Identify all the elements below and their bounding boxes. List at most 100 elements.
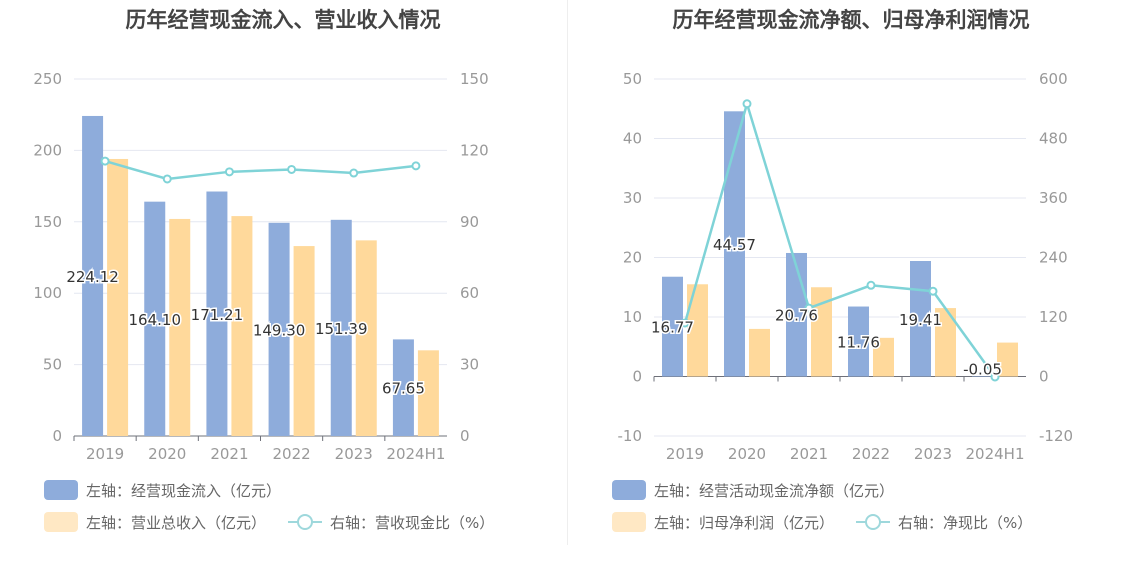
line-point (990, 372, 1000, 382)
line-point (349, 168, 359, 178)
right-axis-tick-label: 30 (460, 356, 479, 374)
line-point (866, 280, 876, 290)
left-axis-tick-label: 100 (33, 284, 62, 302)
x-axis-tick-label: 2020 (148, 445, 186, 463)
bar-series2 (935, 308, 956, 377)
x-axis-tick-label: 2021 (210, 445, 248, 463)
line-series (683, 99, 997, 378)
bar-series2 (873, 337, 894, 377)
bar-series2 (107, 158, 129, 436)
left-axis-tick-label: 200 (33, 141, 62, 159)
left-axis-tick-label: 30 (623, 189, 642, 207)
left-axis-tick-label: 10 (623, 308, 642, 326)
bar-data-label: 44.57 (713, 236, 756, 254)
left-axis-tick-label: 50 (43, 356, 62, 374)
x-axis-tick-label: 2020 (728, 445, 766, 463)
legend-item-line[interactable]: 右轴：净现比（%） (856, 512, 1032, 533)
chart-plot-left: 0 50 100 150 200 250 0 30 60 90 120 150 2019 2020 2021… (33, 70, 489, 463)
bar-series2 (355, 240, 377, 436)
chart-title: 历年经营现金流入、营业收入情况 (125, 8, 441, 32)
right-axis-tick-label: 60 (460, 284, 479, 302)
bar-series2 (417, 350, 439, 436)
legend-label: 左轴：经营活动现金流净额（亿元） (654, 481, 895, 500)
line-point (411, 161, 421, 171)
legend-swatch-blue (612, 480, 646, 500)
line-point (287, 164, 297, 174)
bar-series2 (231, 216, 253, 436)
chart-plot-right: -10 0 10 20 30 40 50 -120 0 120 240 360 480 600 2019 20… (618, 70, 1074, 463)
x-axis-tick-label: 2022 (852, 445, 890, 463)
x-axis-tick-label: 2024H1 (386, 445, 445, 463)
legend-item-bar2[interactable]: 左轴：营业总收入（亿元） (44, 512, 266, 533)
bar-series1 (662, 276, 683, 377)
bar-data-label: -0.05 (963, 361, 1002, 379)
bar-data-label: 171.21 (191, 306, 244, 324)
bar-series2 (997, 342, 1018, 377)
panel-divider (567, 0, 568, 545)
legend-swatch-orange (44, 512, 78, 532)
bar-data-label: 151.39 (315, 320, 368, 338)
bar-series2 (687, 284, 708, 377)
legend-line-icon (288, 512, 323, 532)
bar-data-label: 224.12 (66, 268, 119, 286)
x-axis-tick-label: 2019 (666, 445, 704, 463)
line-point (928, 286, 938, 296)
legend-item-bar1[interactable]: 左轴：经营现金流入（亿元） (44, 480, 281, 501)
bar-data-label: 149.30 (253, 321, 306, 339)
bar-series1 (392, 339, 414, 436)
bar-series1 (330, 219, 352, 436)
x-axis-tick-label: 2023 (914, 445, 952, 463)
right-axis-tick-label: -120 (1039, 427, 1073, 445)
x-axis-tick-label: 2023 (335, 445, 373, 463)
left-axis-tick-label: 150 (33, 213, 62, 231)
line-point (100, 156, 110, 166)
left-axis-tick-label: 0 (632, 368, 642, 386)
legend-line-icon (856, 512, 891, 532)
chart-panel-right: 历年经营现金流净额、归母净利润情况 -10 0 10 20 30 40 50 -120 0 120… (568, 0, 1134, 582)
left-axis-tick-label: 20 (623, 249, 642, 267)
bar-series2 (293, 246, 315, 436)
left-axis-tick-label: -10 (618, 427, 643, 445)
bar-series1 (206, 191, 228, 436)
bar-series2 (811, 287, 832, 377)
line-point (680, 318, 690, 328)
chart-panel-left: 历年经营现金流入、营业收入情况 0 50 100 150 200 250 0 30 60 90 12… (0, 0, 566, 582)
legend-row-1: 左轴：经营现金流入（亿元） (44, 479, 303, 501)
legend-swatch-orange (612, 512, 646, 532)
bar-series1 (848, 306, 869, 377)
legend-item-bar1[interactable]: 左轴：经营活动现金流净额（亿元） (612, 480, 894, 501)
legend-row-2: 左轴：归母净利润（亿元） 右轴：净现比（%） (612, 511, 1054, 533)
line-point (804, 303, 814, 313)
right-axis-tick-label: 120 (1039, 308, 1068, 326)
x-axis-tick-label: 2024H1 (966, 445, 1025, 463)
legend-item-line[interactable]: 右轴：营收现金比（%） (288, 512, 494, 533)
line-series (104, 159, 417, 181)
right-axis-tick-label: 150 (460, 70, 489, 88)
legend-row-2: 左轴：营业总收入（亿元） 右轴：营收现金比（%） (44, 511, 516, 533)
right-axis-tick-label: 90 (460, 213, 479, 231)
legend-label: 左轴：营业总收入（亿元） (86, 513, 267, 532)
right-axis-tick-label: 360 (1039, 189, 1068, 207)
right-axis-tick-label: 240 (1039, 249, 1068, 267)
chart-title: 历年经营现金流净额、归母净利润情况 (672, 8, 1030, 32)
legend-item-bar2[interactable]: 左轴：归母净利润（亿元） (612, 512, 834, 533)
right-axis-tick-label: 0 (460, 427, 470, 445)
bar-series1 (82, 115, 104, 437)
bar-series1 (972, 376, 993, 377)
x-axis-tick-label: 2022 (272, 445, 310, 463)
bar-series2 (169, 218, 191, 436)
legend-label: 右轴：净现比（%） (898, 513, 1033, 532)
left-axis-tick-label: 250 (33, 70, 62, 88)
bar-data-label: 20.76 (775, 307, 818, 325)
bar-data-label: 16.77 (651, 319, 694, 337)
bar-series1 (144, 201, 166, 436)
left-axis-tick-label: 40 (623, 130, 642, 148)
line-point (224, 167, 234, 177)
x-axis-tick-label: 2019 (86, 445, 124, 463)
right-axis-tick-label: 480 (1039, 130, 1068, 148)
bar-data-label: 11.76 (837, 334, 880, 352)
bar-data-label: 67.65 (382, 380, 425, 398)
legend-label: 右轴：营收现金比（%） (330, 513, 495, 532)
line-point (742, 99, 752, 109)
bar-series1 (724, 111, 745, 377)
